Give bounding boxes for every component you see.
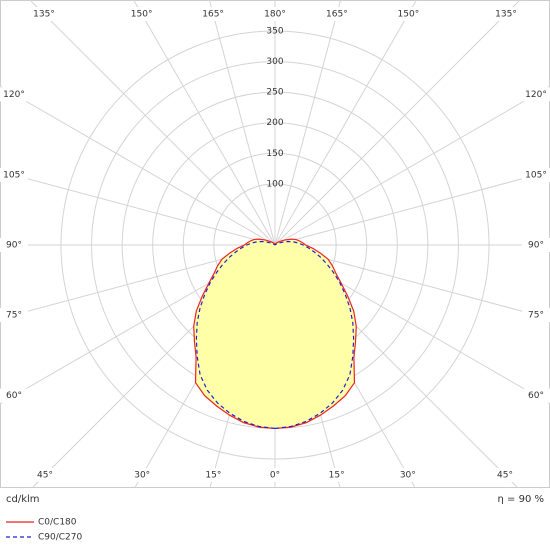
intensity-curve [274, 238, 357, 430]
grid-ray [274, 0, 342, 246]
label-bg [0, 307, 28, 322]
label-bg [31, 468, 59, 482]
r-tick-label: 250 [266, 88, 283, 98]
angle-tick-label: 120° [3, 90, 25, 100]
r-tick-label: 300 [266, 57, 283, 67]
legend-label: C90/C270 [38, 533, 83, 543]
efficiency-label: η = 90 % [498, 494, 544, 505]
angle-tick-label: 0° [270, 471, 280, 481]
label-bg [199, 7, 228, 21]
label-bg [199, 468, 228, 482]
angle-tick-label: 15° [205, 471, 221, 481]
label-bg [522, 388, 550, 403]
label-bg [393, 468, 422, 482]
label-bg [322, 7, 351, 21]
angle-tick-label: 60° [528, 391, 544, 401]
angle-tick-label: 135° [495, 10, 517, 20]
grid-ray [0, 170, 276, 246]
label-bg [0, 87, 28, 102]
label-bg [322, 468, 351, 482]
grid-ray [274, 0, 417, 246]
angle-tick-label: 135° [33, 10, 55, 20]
label-bg [0, 168, 28, 183]
grid-ray [274, 170, 550, 246]
area-fill [196, 241, 354, 429]
angle-tick-label: 180° [264, 10, 286, 20]
label-bg [0, 238, 28, 252]
label-bg [522, 307, 550, 322]
r-tick-label: 200 [266, 118, 283, 128]
intensity-curve [193, 238, 276, 430]
legend-label: C0/C180 [38, 518, 77, 528]
grid-ray [274, 85, 550, 246]
grid-circle [60, 30, 490, 460]
angle-tick-label: 105° [3, 171, 25, 181]
angle-tick-label: 150° [131, 10, 153, 20]
label-bg [127, 7, 156, 21]
label-bg [522, 168, 550, 183]
r-tick-label: 150 [266, 149, 283, 159]
angle-tick-label: 30° [400, 471, 416, 481]
grid-ray [208, 0, 276, 246]
angle-tick-label: 45° [37, 471, 53, 481]
label-bg [492, 7, 520, 21]
angle-tick-label: 15° [329, 471, 345, 481]
r-tick-label: 100 [266, 179, 283, 189]
label-bg [491, 468, 519, 482]
label-bg [30, 7, 58, 21]
label-bg [522, 87, 550, 102]
label-bg [128, 468, 157, 482]
label-bg [261, 468, 289, 482]
grid-ray [274, 0, 521, 246]
angle-tick-label: 105° [525, 171, 547, 181]
label-bg [261, 7, 289, 21]
intensity-curve [195, 240, 276, 430]
angle-tick-label: 30° [134, 471, 150, 481]
grid-ray [0, 85, 276, 246]
angle-tick-label: 165° [326, 10, 348, 20]
intensity-curve [274, 240, 355, 430]
angle-tick-label: 90° [528, 241, 544, 251]
label-bg [394, 7, 423, 21]
grid-ray [133, 0, 276, 246]
angle-tick-label: 75° [528, 310, 544, 320]
label-bg [522, 238, 550, 252]
angle-tick-label: 75° [6, 310, 22, 320]
angle-tick-label: 120° [525, 90, 547, 100]
grid-ray [29, 0, 276, 246]
angle-tick-label: 165° [202, 10, 224, 20]
r-tick-label: 350 [266, 27, 283, 37]
angle-tick-label: 45° [497, 471, 513, 481]
angle-tick-label: 90° [6, 241, 22, 251]
label-bg [0, 388, 28, 403]
angle-tick-label: 150° [398, 10, 420, 20]
angle-tick-label: 60° [6, 391, 22, 401]
unit-label: cd/klm [6, 494, 40, 505]
